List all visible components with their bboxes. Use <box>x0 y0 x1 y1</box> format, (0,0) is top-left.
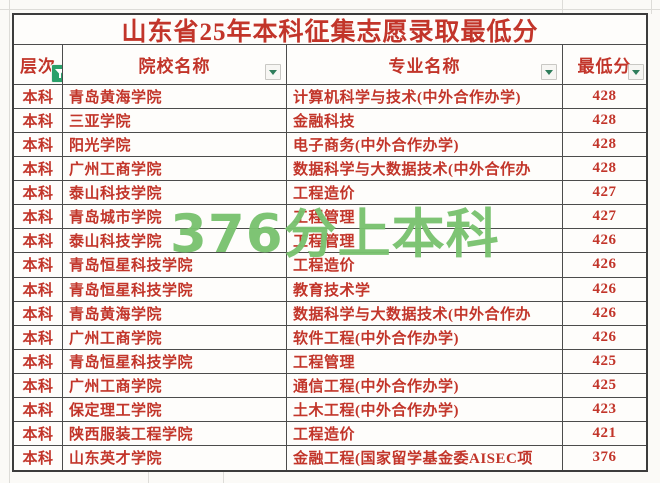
cell-level: 本科 <box>14 157 63 182</box>
column-header-major-label: 专业名称 <box>388 57 461 76</box>
cell-score: 427 <box>563 205 646 230</box>
admission-score-table: 山东省25年本科征集志愿录取最低分 层次 院校名称 专业名称 最低分 本科 青岛 <box>12 13 648 472</box>
cell-score: 428 <box>563 85 646 110</box>
cell-school: 青岛恒星科技学院 <box>63 277 287 302</box>
cell-score: 427 <box>563 181 646 206</box>
cell-school: 青岛黄海学院 <box>63 85 287 110</box>
cell-school: 阳光学院 <box>63 133 287 158</box>
cell-school: 青岛城市学院 <box>63 205 287 230</box>
cell-level: 本科 <box>14 181 63 206</box>
column-header-level: 层次 <box>14 45 63 85</box>
cell-major: 数据科学与大数据技术(中外合作办 <box>287 157 563 182</box>
cell-level: 本科 <box>14 229 63 254</box>
table-title: 山东省25年本科征集志愿录取最低分 <box>14 15 646 45</box>
column-header-major: 专业名称 <box>287 45 563 85</box>
cell-school: 青岛恒星科技学院 <box>63 253 287 278</box>
column-header-level-label: 层次 <box>20 57 56 76</box>
cell-score: 426 <box>563 229 646 254</box>
sheet-gridline <box>562 0 563 14</box>
cell-score: 425 <box>563 349 646 374</box>
filter-dropdown-button[interactable] <box>265 64 281 80</box>
cell-school: 保定理工学院 <box>63 397 287 422</box>
cell-level: 本科 <box>14 349 63 374</box>
cell-score: 376 <box>563 445 646 470</box>
cell-major: 工程管理 <box>287 205 563 230</box>
cell-major: 通信工程(中外合作办学) <box>287 373 563 398</box>
sheet-gridline <box>223 471 224 483</box>
cell-major: 软件工程(中外合作办学) <box>287 325 563 350</box>
watermark-text: 376分上本科 <box>170 204 500 265</box>
cell-score: 423 <box>563 397 646 422</box>
cell-score: 426 <box>563 277 646 302</box>
cell-school: 三亚学院 <box>63 109 287 134</box>
cell-major: 计算机科学与技术(中外合作办学) <box>287 85 563 110</box>
cell-level: 本科 <box>14 301 63 326</box>
cell-level: 本科 <box>14 421 63 446</box>
cell-school: 青岛黄海学院 <box>63 301 287 326</box>
cell-major: 电子商务(中外合作办学) <box>287 133 563 158</box>
cell-major: 金融科技 <box>287 109 563 134</box>
cell-score: 428 <box>563 109 646 134</box>
column-header-school: 院校名称 <box>63 45 287 85</box>
cell-level: 本科 <box>14 445 63 470</box>
cell-score: 428 <box>563 133 646 158</box>
cell-level: 本科 <box>14 325 63 350</box>
cell-score: 426 <box>563 301 646 326</box>
cell-school: 广州工商学院 <box>63 325 287 350</box>
cell-level: 本科 <box>14 277 63 302</box>
chevron-down-icon <box>269 69 277 75</box>
cell-level: 本科 <box>14 253 63 278</box>
cell-major: 数据科学与大数据技术(中外合作办 <box>287 301 563 326</box>
sheet-gridline <box>148 471 149 483</box>
cell-major: 工程造价 <box>287 181 563 206</box>
cell-major: 工程管理 <box>287 229 563 254</box>
cell-school: 泰山科技学院 <box>63 181 287 206</box>
column-header-score-label: 最低分 <box>577 57 632 76</box>
cell-school: 泰山科技学院 <box>63 229 287 254</box>
chevron-down-icon <box>632 69 640 75</box>
filter-dropdown-button[interactable] <box>628 64 644 80</box>
cell-score: 426 <box>563 253 646 278</box>
chevron-down-icon <box>545 69 553 75</box>
sheet-gridline <box>651 0 652 14</box>
cell-level: 本科 <box>14 397 63 422</box>
cell-major: 工程造价 <box>287 253 563 278</box>
column-header-school-label: 院校名称 <box>138 57 211 76</box>
cell-school: 广州工商学院 <box>63 373 287 398</box>
cell-score: 428 <box>563 157 646 182</box>
cell-level: 本科 <box>14 85 63 110</box>
cell-major: 工程造价 <box>287 421 563 446</box>
sheet-gridline <box>0 9 660 10</box>
cell-major: 教育技术学 <box>287 277 563 302</box>
column-header-score: 最低分 <box>563 45 646 85</box>
cell-level: 本科 <box>14 133 63 158</box>
filter-funnel-icon[interactable] <box>51 64 62 83</box>
cell-major: 土木工程(中外合作办学) <box>287 397 563 422</box>
cell-level: 本科 <box>14 373 63 398</box>
filter-dropdown-button[interactable] <box>541 64 557 80</box>
sheet-gridline <box>9 0 10 483</box>
cell-school: 青岛恒星科技学院 <box>63 349 287 374</box>
cell-score: 421 <box>563 421 646 446</box>
funnel-glyph <box>55 68 62 78</box>
cell-score: 425 <box>563 373 646 398</box>
cell-school: 山东英才学院 <box>63 445 287 470</box>
cell-level: 本科 <box>14 205 63 230</box>
cell-school: 广州工商学院 <box>63 157 287 182</box>
cell-major: 工程管理 <box>287 349 563 374</box>
cell-level: 本科 <box>14 109 63 134</box>
cell-school: 陕西服装工程学院 <box>63 421 287 446</box>
cell-score: 426 <box>563 325 646 350</box>
cell-major: 金融工程(国家留学基金委AISEC项 <box>287 445 563 470</box>
